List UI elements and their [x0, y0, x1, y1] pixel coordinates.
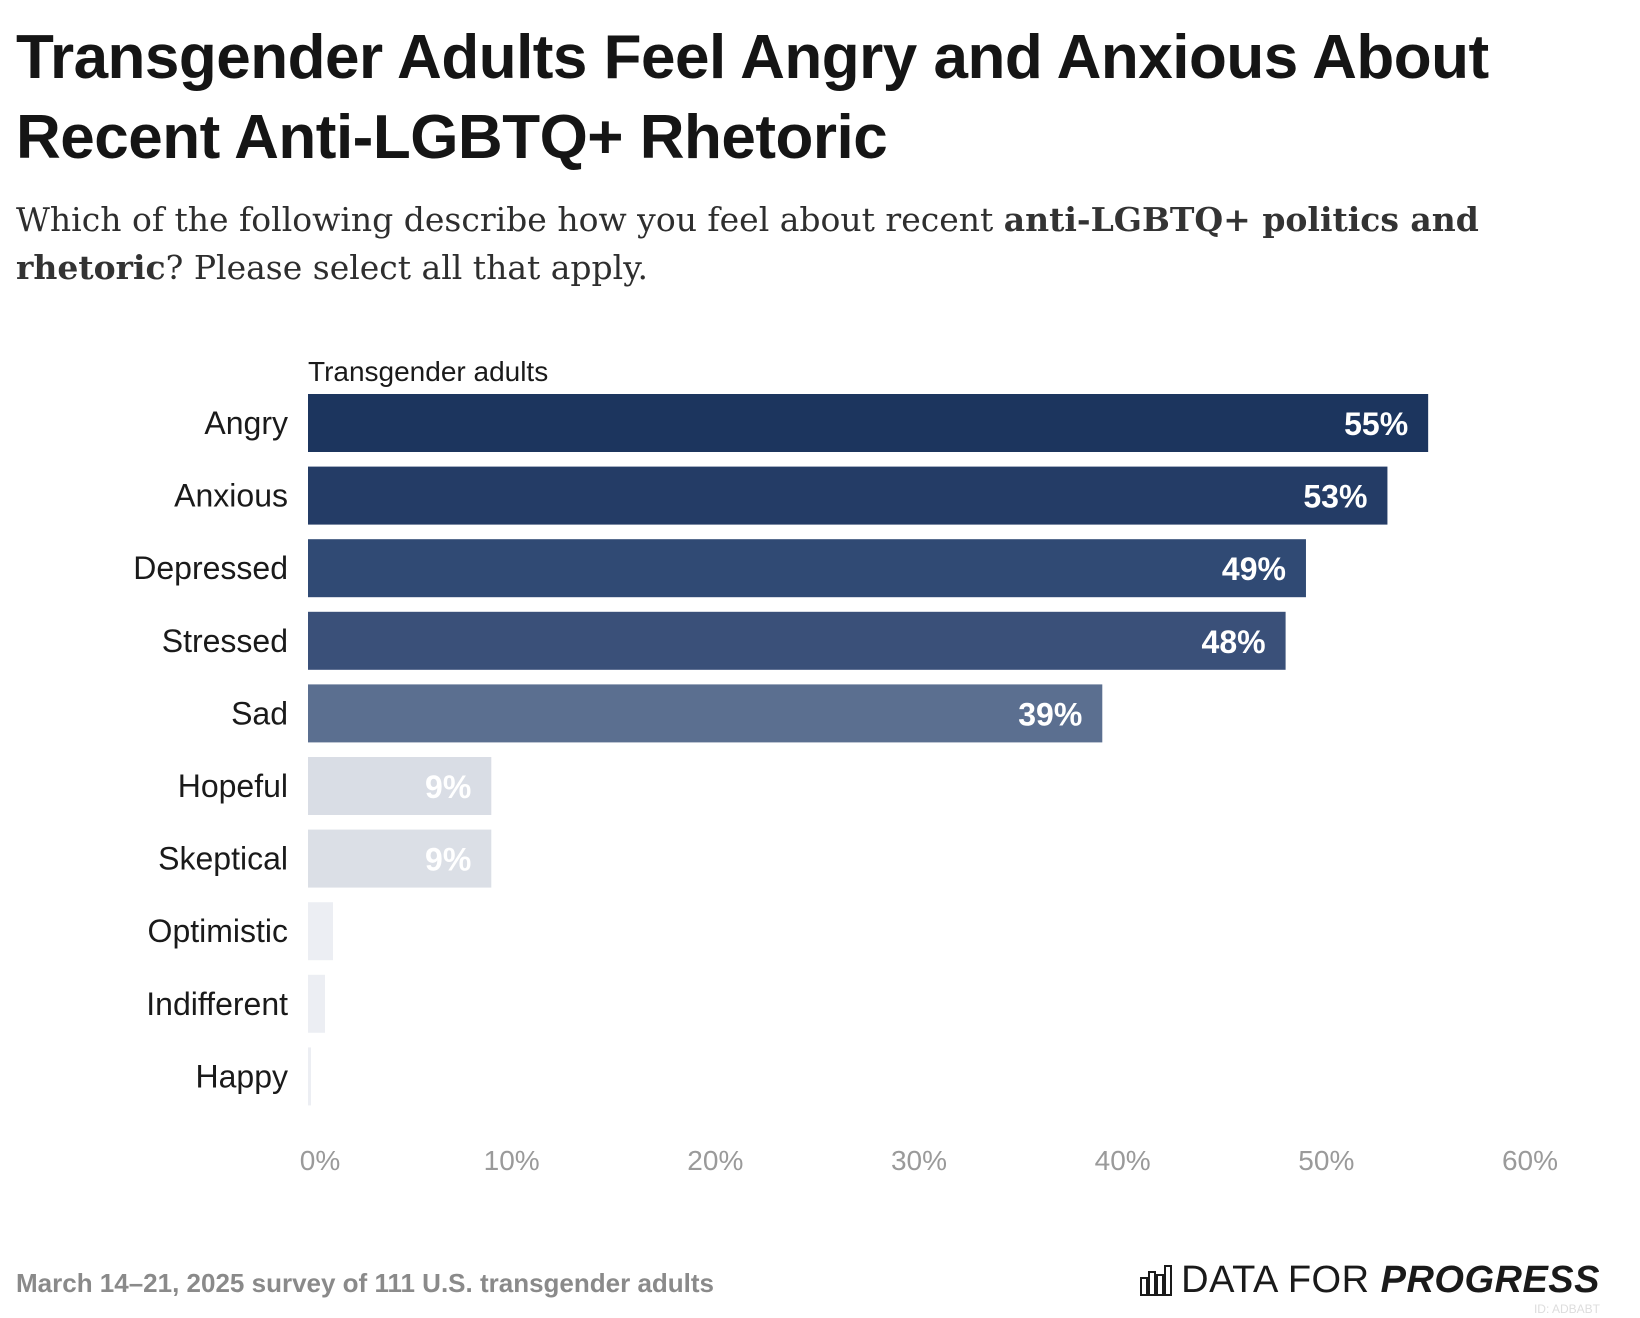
x-tick-label: 50% — [1298, 1145, 1354, 1176]
value-label-sad: 39% — [1018, 696, 1082, 732]
bar-sad — [308, 684, 1103, 743]
chart-id: ID: ADBABT — [1533, 1302, 1600, 1316]
bar-angry — [308, 394, 1429, 452]
logo-wordmark: DATA FOR PROGRESS — [1181, 1259, 1600, 1302]
subtitle-text: Which of the following describe how you … — [16, 200, 1004, 239]
value-label-depressed: 49% — [1222, 551, 1286, 587]
x-tick-label: 30% — [891, 1145, 947, 1176]
category-label-indifferent: Indifferent — [146, 986, 288, 1022]
category-label-depressed: Depressed — [133, 550, 288, 586]
bar-chart-logo-icon — [1140, 1265, 1173, 1296]
category-label-happy: Happy — [196, 1058, 289, 1094]
x-tick-label: 0% — [300, 1145, 340, 1176]
logo-wordmark-light: DATA FOR — [1181, 1258, 1381, 1301]
category-label-angry: Angry — [204, 405, 288, 441]
bar-skeptical — [308, 829, 492, 888]
bar-depressed — [308, 539, 1306, 598]
category-label-optimistic: Optimistic — [148, 913, 288, 949]
subtitle-bold-text: anti-LGBTQ+ politics and rhetoric — [16, 200, 1479, 287]
bars-group: Angry 55% Anxious 53% Depressed 49% Stressed 48… — [133, 394, 1429, 1106]
x-tick-label: 20% — [687, 1145, 743, 1176]
panel-label: Transgender adults — [308, 356, 549, 387]
bar-hopeful — [308, 757, 492, 815]
bar-anxious — [308, 466, 1388, 525]
value-label-anxious: 53% — [1303, 479, 1367, 515]
data-for-progress-logo: DATA FOR PROGRESS — [1139, 1258, 1600, 1302]
subtitle-text-end: ? Please select all that apply. — [165, 248, 648, 287]
x-tick-label: 40% — [1095, 1145, 1151, 1176]
chart-title: Transgender Adults Feel Angry and Anxiou… — [16, 23, 1489, 172]
bar-indifferent — [308, 974, 325, 1033]
bar-happy — [308, 1047, 311, 1106]
source-note: March 14–21, 2025 survey of 111 U.S. tra… — [16, 1268, 715, 1298]
x-axis-ticks: 0% 10% 20% 30% 40% 50% 60% — [300, 1145, 1558, 1176]
logo-wordmark-bold: PROGRESS — [1380, 1258, 1600, 1301]
x-tick-label: 60% — [1502, 1145, 1558, 1176]
bar-optimistic — [308, 902, 333, 961]
chart-subtitle: Which of the following describe how you … — [16, 196, 1496, 292]
category-label-sad: Sad — [231, 695, 288, 731]
category-label-stressed: Stressed — [162, 623, 288, 659]
value-label-hopeful: 9% — [425, 769, 471, 805]
category-label-anxious: Anxious — [174, 478, 288, 514]
value-label-stressed: 48% — [1202, 624, 1266, 660]
category-label-skeptical: Skeptical — [158, 841, 288, 877]
value-label-skeptical: 9% — [425, 842, 471, 878]
x-tick-label: 10% — [484, 1145, 540, 1176]
category-label-hopeful: Hopeful — [178, 768, 288, 804]
value-label-angry: 55% — [1344, 406, 1408, 442]
bar-chart: Angry 55% Anxious 53% Depressed 49% Stressed 48… — [133, 394, 1558, 1176]
bar-stressed — [308, 611, 1286, 670]
